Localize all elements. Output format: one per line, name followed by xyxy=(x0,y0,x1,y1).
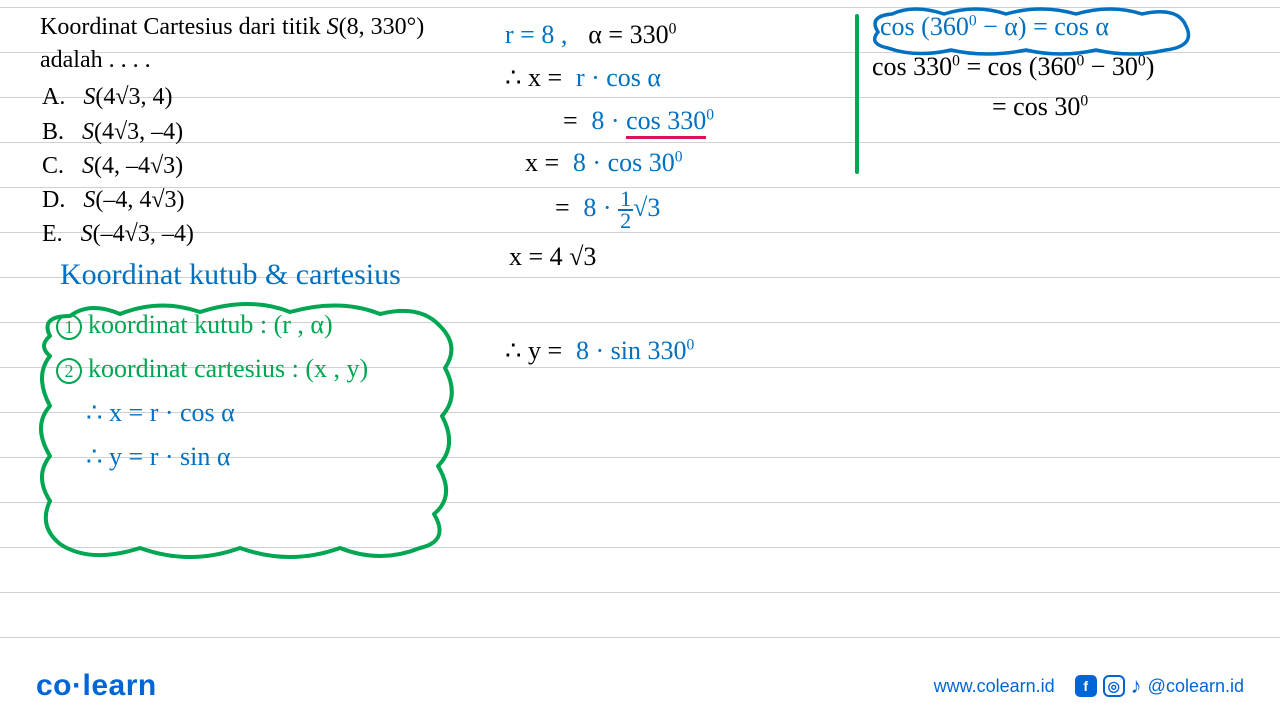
identity-1: cos (3600 − α) = cos α xyxy=(872,12,1272,42)
formula-x: ∴ x = r · cos α xyxy=(86,398,456,428)
answer-options: A. S(4√3, 4) B. S(4√3, –4) C. S(4, –4√3)… xyxy=(40,82,480,250)
work-line-1: r = 8 , α = 3300 xyxy=(505,18,855,52)
question-block: Koordinat Cartesius dari titik S(8, 330°… xyxy=(40,12,480,253)
note-polar: 1koordinat kutub : (r , α) xyxy=(56,310,456,340)
instagram-icon: ◎ xyxy=(1103,675,1125,697)
question-line-2: adalah . . . . xyxy=(40,45,480,76)
work-line-6: x = 4 √3 xyxy=(505,240,855,274)
formula-y: ∴ y = r · sin α xyxy=(86,442,456,472)
option-b: B. S(4√3, –4) xyxy=(42,117,480,148)
notes-title: Koordinat kutub & cartesius xyxy=(60,258,401,292)
vertical-divider xyxy=(855,14,859,174)
social-group: f ◎ ♪ @colearn.id xyxy=(1075,673,1244,699)
social-handle: @colearn.id xyxy=(1148,676,1244,697)
work-line-5: = 8 · 12√3 xyxy=(505,189,855,231)
question-line-1: Koordinat Cartesius dari titik S(8, 330°… xyxy=(40,12,480,43)
option-a: A. S(4√3, 4) xyxy=(42,82,480,113)
option-e: E. S(–4√3, –4) xyxy=(42,219,480,250)
option-d: D. S(–4, 4√3) xyxy=(42,185,480,216)
work-line-7: ∴ y = 8 · sin 3300 xyxy=(505,334,855,368)
spacer xyxy=(505,283,855,325)
working-column: r = 8 , α = 3300 ∴ x = r · cos α = 8 · c… xyxy=(505,18,855,377)
note-cartesian: 2koordinat cartesius : (x , y) xyxy=(56,354,456,384)
facebook-icon: f xyxy=(1075,675,1097,697)
work-line-3: = 8 · cos 3300 xyxy=(505,104,855,138)
tiktok-icon: ♪ xyxy=(1131,673,1142,699)
work-line-2: ∴ x = r · cos α xyxy=(505,61,855,95)
option-c: C. S(4, –4√3) xyxy=(42,151,480,182)
footer-url: www.colearn.id xyxy=(934,676,1055,697)
identity-3: = cos 300 xyxy=(872,92,1272,122)
identity-2: cos 3300 = cos (3600 − 300) xyxy=(872,52,1272,82)
identity-column: cos (3600 − α) = cos α cos 3300 = cos (3… xyxy=(872,12,1272,132)
brand-logo: co·learn xyxy=(36,669,157,703)
notes-content: 1koordinat kutub : (r , α) 2koordinat ca… xyxy=(56,310,456,486)
work-line-4: x = 8 · cos 300 xyxy=(505,146,855,180)
footer-bar: co·learn www.colearn.id f ◎ ♪ @colearn.i… xyxy=(0,666,1280,706)
